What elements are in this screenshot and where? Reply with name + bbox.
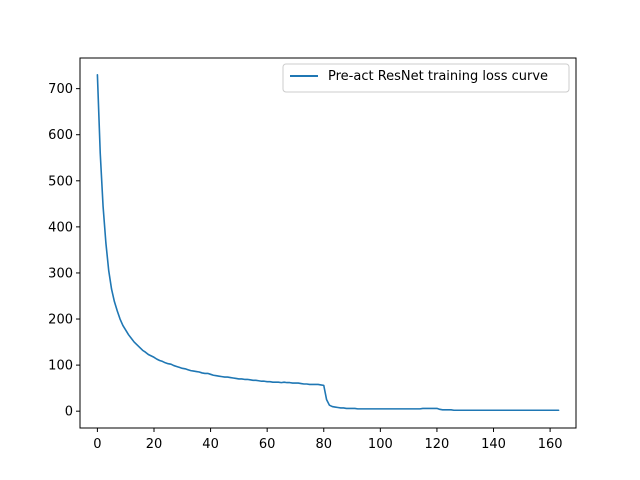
x-tick-label: 0 [93, 437, 101, 452]
y-tick-label: 600 [48, 128, 73, 143]
x-tick-label: 60 [259, 437, 276, 452]
y-axis-ticks: 0 100 200 300 400 500 600 700 [48, 82, 80, 420]
y-tick-label: 400 [48, 220, 73, 235]
legend: Pre-act ResNet training loss curve [282, 63, 570, 93]
legend-label: Pre-act ResNet training loss curve [328, 69, 548, 84]
plot-frame [79, 57, 577, 429]
y-tick-label: 500 [48, 174, 73, 189]
plot-background [80, 58, 576, 428]
y-tick-label: 0 [65, 405, 73, 420]
y-tick-label: 700 [48, 82, 73, 97]
y-tick-label: 300 [48, 266, 73, 281]
y-tick-label: 200 [48, 313, 73, 328]
x-tick-label: 120 [425, 437, 450, 452]
x-tick-label: 40 [202, 437, 219, 452]
x-axis-ticks: 0 20 40 60 80 100 120 140 160 [93, 428, 563, 452]
x-tick-label: 140 [481, 437, 506, 452]
x-tick-label: 160 [538, 437, 563, 452]
series-line [96, 74, 560, 412]
legend-box [282, 63, 570, 93]
x-tick-label: 20 [146, 437, 163, 452]
y-tick-label: 100 [48, 359, 73, 374]
x-tick-label: 100 [368, 437, 393, 452]
x-tick-label: 80 [315, 437, 332, 452]
series-group [96, 74, 560, 412]
